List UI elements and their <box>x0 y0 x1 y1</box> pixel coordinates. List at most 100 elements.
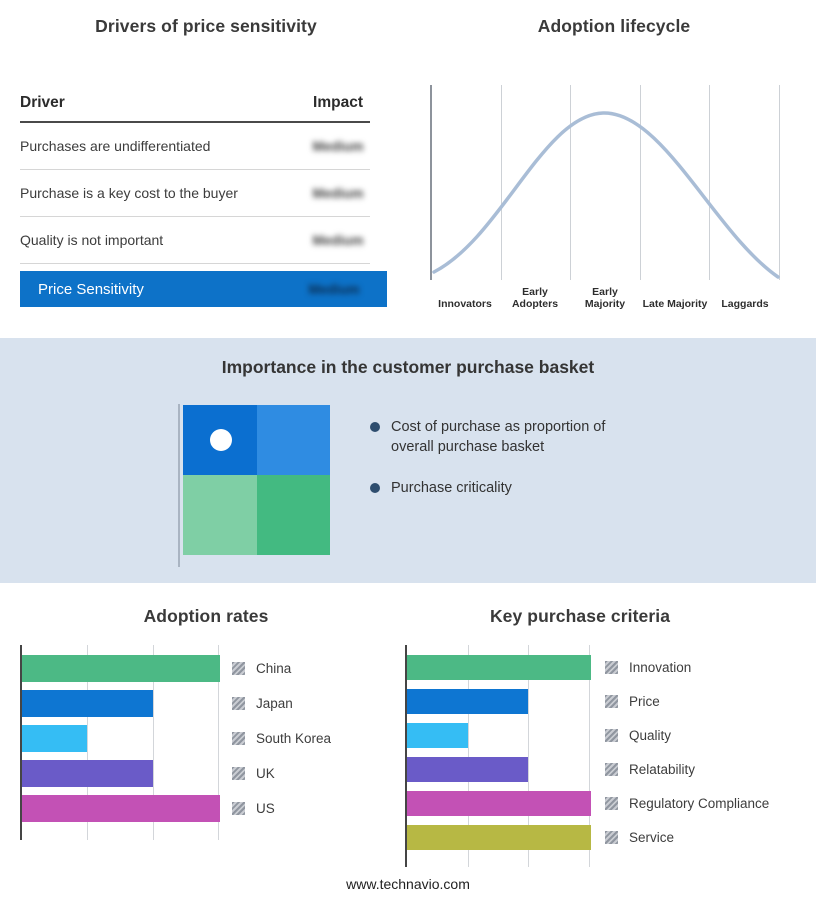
legend-swatch <box>605 763 618 776</box>
legend-item: Japan <box>232 690 402 717</box>
bullet-text: Purchase criticality <box>391 480 512 497</box>
impact-value-blurred: Medium <box>312 138 364 154</box>
adoption-rates-legend: China Japan South Korea UK US <box>232 645 402 830</box>
legend-label: UK <box>256 766 275 781</box>
stage-label-early-majority: Early Majority <box>584 285 626 311</box>
impact-column-header: Impact <box>313 94 363 111</box>
price-sensitivity-row: Price Sensitivity Medium <box>20 271 387 307</box>
key-purchase-criteria-legend: Innovation Price Quality Relatability Re… <box>605 645 805 859</box>
legend-swatch <box>232 697 245 710</box>
impact-value-blurred: Medium <box>312 185 364 201</box>
gridline-cell <box>710 85 780 280</box>
stage-label-laggards: Laggards <box>721 298 769 311</box>
driver-label: Purchases are undifferentiated <box>20 138 211 154</box>
bullet-item: Cost of purchase as proportion of overal… <box>370 418 660 457</box>
bar-us <box>22 795 220 822</box>
purchase-basket-panel: Importance in the customer purchase bask… <box>0 338 816 583</box>
adoption-rates-chart <box>20 645 220 840</box>
legend-swatch <box>232 767 245 780</box>
bar-china <box>22 655 220 682</box>
bar-price <box>407 689 529 714</box>
impact-value-blurred: Medium <box>312 232 364 248</box>
bell-curve-path <box>432 111 780 279</box>
legend-label: China <box>256 661 292 676</box>
gridline <box>528 645 530 867</box>
legend-item: Quality <box>605 723 805 748</box>
legend-label: Service <box>629 830 675 845</box>
drivers-table-header: Driver Impact <box>20 94 370 123</box>
bar-relatability <box>407 757 529 782</box>
bar-service <box>407 825 591 850</box>
drivers-table: Driver Impact Purchases are undifferenti… <box>20 94 370 264</box>
legend-swatch <box>605 729 618 742</box>
bullet-icon <box>370 422 380 432</box>
legend-item: China <box>232 655 402 682</box>
legend-item: Relatability <box>605 757 805 782</box>
quadrant-cell-bottom-left <box>183 475 257 555</box>
legend-label: South Korea <box>256 731 332 746</box>
bell-curve <box>432 111 780 279</box>
table-row: Quality is not important Medium <box>20 217 370 264</box>
gridline <box>467 645 469 867</box>
gridline-cell <box>641 85 711 280</box>
driver-column-header: Driver <box>20 94 65 111</box>
lifecycle-chart <box>430 85 780 280</box>
quadrant-cell-top-right <box>257 405 330 475</box>
key-purchase-criteria-title: Key purchase criteria <box>489 606 671 626</box>
legend-swatch <box>605 831 618 844</box>
legend-swatch <box>232 732 245 745</box>
driver-label: Quality is not important <box>20 232 164 248</box>
gridline-cell <box>502 85 572 280</box>
bullet-icon <box>370 483 380 494</box>
quadrant-axis-line <box>178 404 180 567</box>
stage-label-innovators: Innovators <box>438 298 492 311</box>
bar-japan <box>22 690 153 717</box>
table-row: Purchases are undifferentiated Medium <box>20 123 370 170</box>
table-row: Purchase is a key cost to the buyer Medi… <box>20 170 370 217</box>
quadrant-matrix <box>183 405 330 555</box>
legend-label: Quality <box>629 728 672 743</box>
gridline <box>87 645 89 840</box>
legend-swatch <box>605 695 618 708</box>
gridline-cell <box>571 85 641 280</box>
bar-uk <box>22 760 153 787</box>
drivers-panel-title: Drivers of price sensitivity <box>95 16 317 36</box>
legend-label: US <box>256 801 275 816</box>
lifecycle-stage-labels: Innovators Early Adopters Early Majority… <box>430 281 780 311</box>
bullet-text: Cost of purchase as proportion of overal… <box>391 419 606 455</box>
legend-item: Price <box>605 689 805 714</box>
position-marker-dot <box>210 429 232 451</box>
legend-label: Innovation <box>629 660 692 675</box>
stage-label-late-majority: Late Majority <box>642 298 708 311</box>
legend-item: Innovation <box>605 655 805 680</box>
stage-label-early-adopters: Early Adopters <box>511 285 559 311</box>
basket-bullet-list: Cost of purchase as proportion of overal… <box>370 418 660 521</box>
gridline <box>218 645 220 840</box>
price-sensitivity-impact-blurred: Medium <box>308 281 360 297</box>
driver-label: Purchase is a key cost to the buyer <box>20 185 238 201</box>
legend-label: Regulatory Compliance <box>629 796 770 811</box>
bar-quality <box>407 723 468 748</box>
bar-regulatory-compliance <box>407 791 591 816</box>
legend-swatch <box>232 802 245 815</box>
quadrant-cell-bottom-right <box>257 475 330 555</box>
price-sensitivity-label: Price Sensitivity <box>38 280 144 298</box>
gridline <box>589 645 591 867</box>
adoption-rates-title: Adoption rates <box>143 606 269 626</box>
legend-item: Regulatory Compliance <box>605 791 805 816</box>
bullet-item: Purchase criticality <box>370 479 660 499</box>
gridline <box>152 645 154 840</box>
quadrant-cell-top-left <box>183 405 257 475</box>
legend-item: US <box>232 795 402 822</box>
legend-label: Price <box>629 694 660 709</box>
legend-item: Service <box>605 825 805 850</box>
legend-swatch <box>605 797 618 810</box>
bar-south-korea <box>22 725 88 752</box>
legend-swatch <box>232 662 245 675</box>
legend-item: South Korea <box>232 725 402 752</box>
legend-label: Japan <box>256 696 293 711</box>
lifecycle-panel-title: Adoption lifecycle <box>537 16 691 36</box>
gridline-cell <box>432 85 502 280</box>
website-footer: www.technavio.com <box>346 876 470 892</box>
